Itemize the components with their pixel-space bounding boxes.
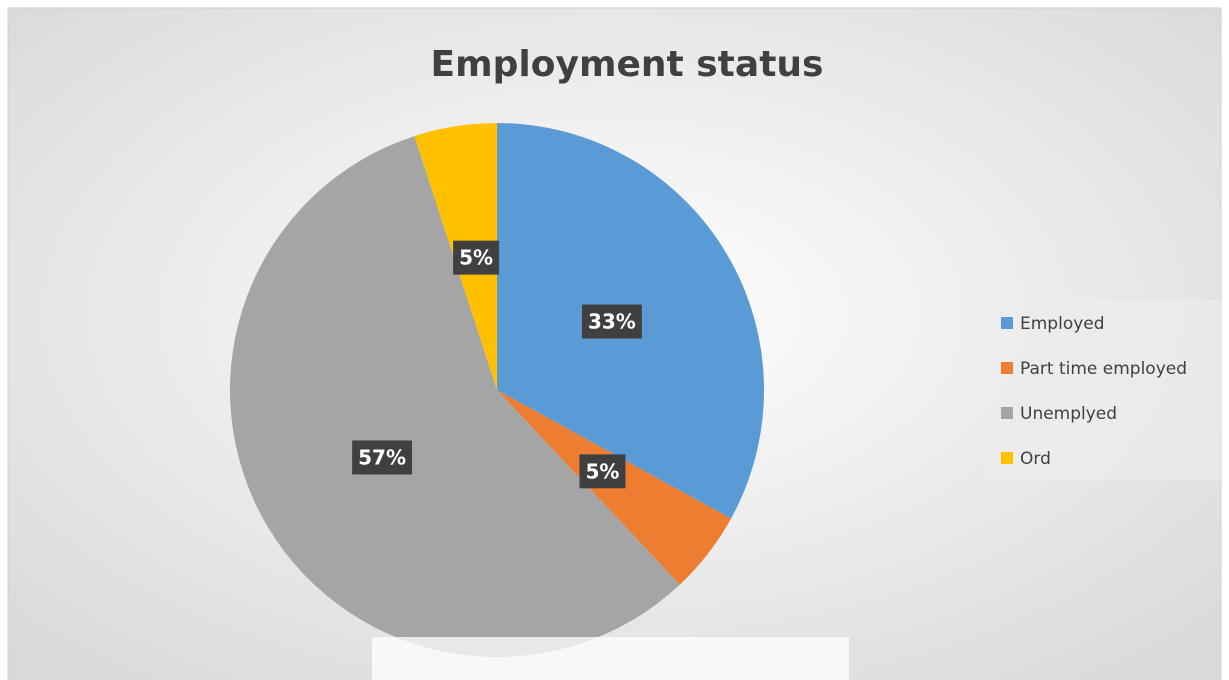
legend-swatch xyxy=(1001,452,1013,464)
watermark xyxy=(372,637,849,680)
legend-label: Employed xyxy=(1020,314,1105,334)
legend-swatch xyxy=(1001,362,1013,374)
legend-swatch xyxy=(1001,317,1013,329)
pie-slice xyxy=(229,136,680,658)
legend-label: Unemplyed xyxy=(1020,404,1117,424)
data-label-box xyxy=(581,304,642,339)
chart-title: Employment status xyxy=(431,44,824,85)
data-label-box xyxy=(352,440,413,475)
legend: Employed Part time employed Unemplyed Ord xyxy=(1001,314,1187,469)
pie xyxy=(229,123,765,658)
data-label: 33% xyxy=(588,310,636,334)
legend-label: Part time employed xyxy=(1020,359,1187,379)
legend-swatch xyxy=(1001,407,1013,419)
data-label: 57% xyxy=(358,445,406,469)
data-label-box xyxy=(453,240,500,275)
data-label-box xyxy=(579,454,626,489)
data-labels: 33% 5% 57% 5% xyxy=(352,240,642,489)
data-label: 5% xyxy=(459,246,493,270)
data-label: 5% xyxy=(586,459,620,483)
legend-label: Ord xyxy=(1020,449,1051,469)
legend-box xyxy=(987,300,1221,480)
